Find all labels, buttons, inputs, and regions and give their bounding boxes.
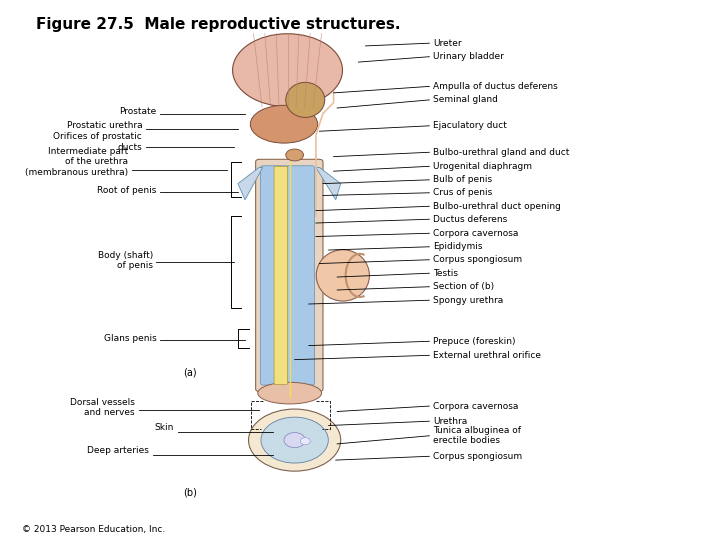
Text: Urogenital diaphragm: Urogenital diaphragm — [433, 162, 532, 171]
Text: (b): (b) — [184, 487, 197, 497]
Text: Seminal gland: Seminal gland — [433, 96, 498, 104]
FancyBboxPatch shape — [287, 166, 315, 385]
FancyBboxPatch shape — [256, 159, 323, 392]
Text: Ductus deferens: Ductus deferens — [433, 215, 507, 224]
Polygon shape — [316, 167, 341, 200]
Text: Deep arteries: Deep arteries — [87, 447, 149, 455]
Text: Spongy urethra: Spongy urethra — [433, 296, 503, 305]
Text: Urinary bladder: Urinary bladder — [433, 52, 504, 61]
Ellipse shape — [316, 249, 369, 301]
Text: Ejaculatory duct: Ejaculatory duct — [433, 122, 507, 130]
Text: (a): (a) — [184, 367, 197, 377]
Text: © 2013 Pearson Education, Inc.: © 2013 Pearson Education, Inc. — [22, 524, 165, 534]
Ellipse shape — [286, 149, 304, 161]
Ellipse shape — [248, 409, 341, 471]
Text: Intermediate part
of the urethra
(membranous urethra): Intermediate part of the urethra (membra… — [25, 147, 128, 177]
Ellipse shape — [286, 82, 325, 118]
Text: Bulbo-urethral gland and duct: Bulbo-urethral gland and duct — [433, 148, 570, 157]
Text: Body (shaft)
of penis: Body (shaft) of penis — [98, 251, 153, 270]
Text: Skin: Skin — [155, 423, 174, 432]
Text: Crus of penis: Crus of penis — [433, 188, 492, 197]
Text: Prepuce (foreskin): Prepuce (foreskin) — [433, 337, 516, 346]
Text: Urethra: Urethra — [433, 417, 467, 426]
Text: Prostatic urethra: Prostatic urethra — [66, 122, 143, 130]
Text: Section of (b): Section of (b) — [433, 282, 494, 291]
Text: Testis: Testis — [433, 269, 458, 278]
Text: Bulb of penis: Bulb of penis — [433, 176, 492, 184]
Polygon shape — [238, 167, 263, 200]
Ellipse shape — [284, 433, 305, 448]
Ellipse shape — [251, 105, 318, 143]
Text: Epididymis: Epididymis — [433, 242, 482, 251]
Ellipse shape — [258, 382, 322, 404]
Text: External urethral orifice: External urethral orifice — [433, 351, 541, 360]
FancyBboxPatch shape — [261, 166, 288, 385]
Text: Glans penis: Glans penis — [104, 334, 156, 343]
Text: Orifices of prostatic
ducts: Orifices of prostatic ducts — [53, 132, 143, 152]
Text: Corpus spongiosum: Corpus spongiosum — [433, 452, 522, 461]
Text: Dorsal vessels
and nerves: Dorsal vessels and nerves — [71, 398, 135, 417]
Text: Root of penis: Root of penis — [97, 186, 156, 194]
Ellipse shape — [261, 417, 328, 463]
Text: Corpora cavernosa: Corpora cavernosa — [433, 229, 518, 238]
Text: Ampulla of ductus deferens: Ampulla of ductus deferens — [433, 82, 557, 91]
Text: Corpora cavernosa: Corpora cavernosa — [433, 402, 518, 410]
FancyBboxPatch shape — [274, 166, 287, 384]
Text: Tunica albuginea of
erectile bodies: Tunica albuginea of erectile bodies — [433, 426, 521, 445]
Text: Ureter: Ureter — [433, 39, 462, 48]
Text: Bulbo-urethral duct opening: Bulbo-urethral duct opening — [433, 202, 561, 211]
Ellipse shape — [300, 437, 310, 445]
Text: Prostate: Prostate — [119, 107, 156, 116]
Ellipse shape — [233, 33, 343, 106]
Text: Figure 27.5  Male reproductive structures.: Figure 27.5 Male reproductive structures… — [36, 17, 400, 32]
Text: Corpus spongiosum: Corpus spongiosum — [433, 255, 522, 264]
